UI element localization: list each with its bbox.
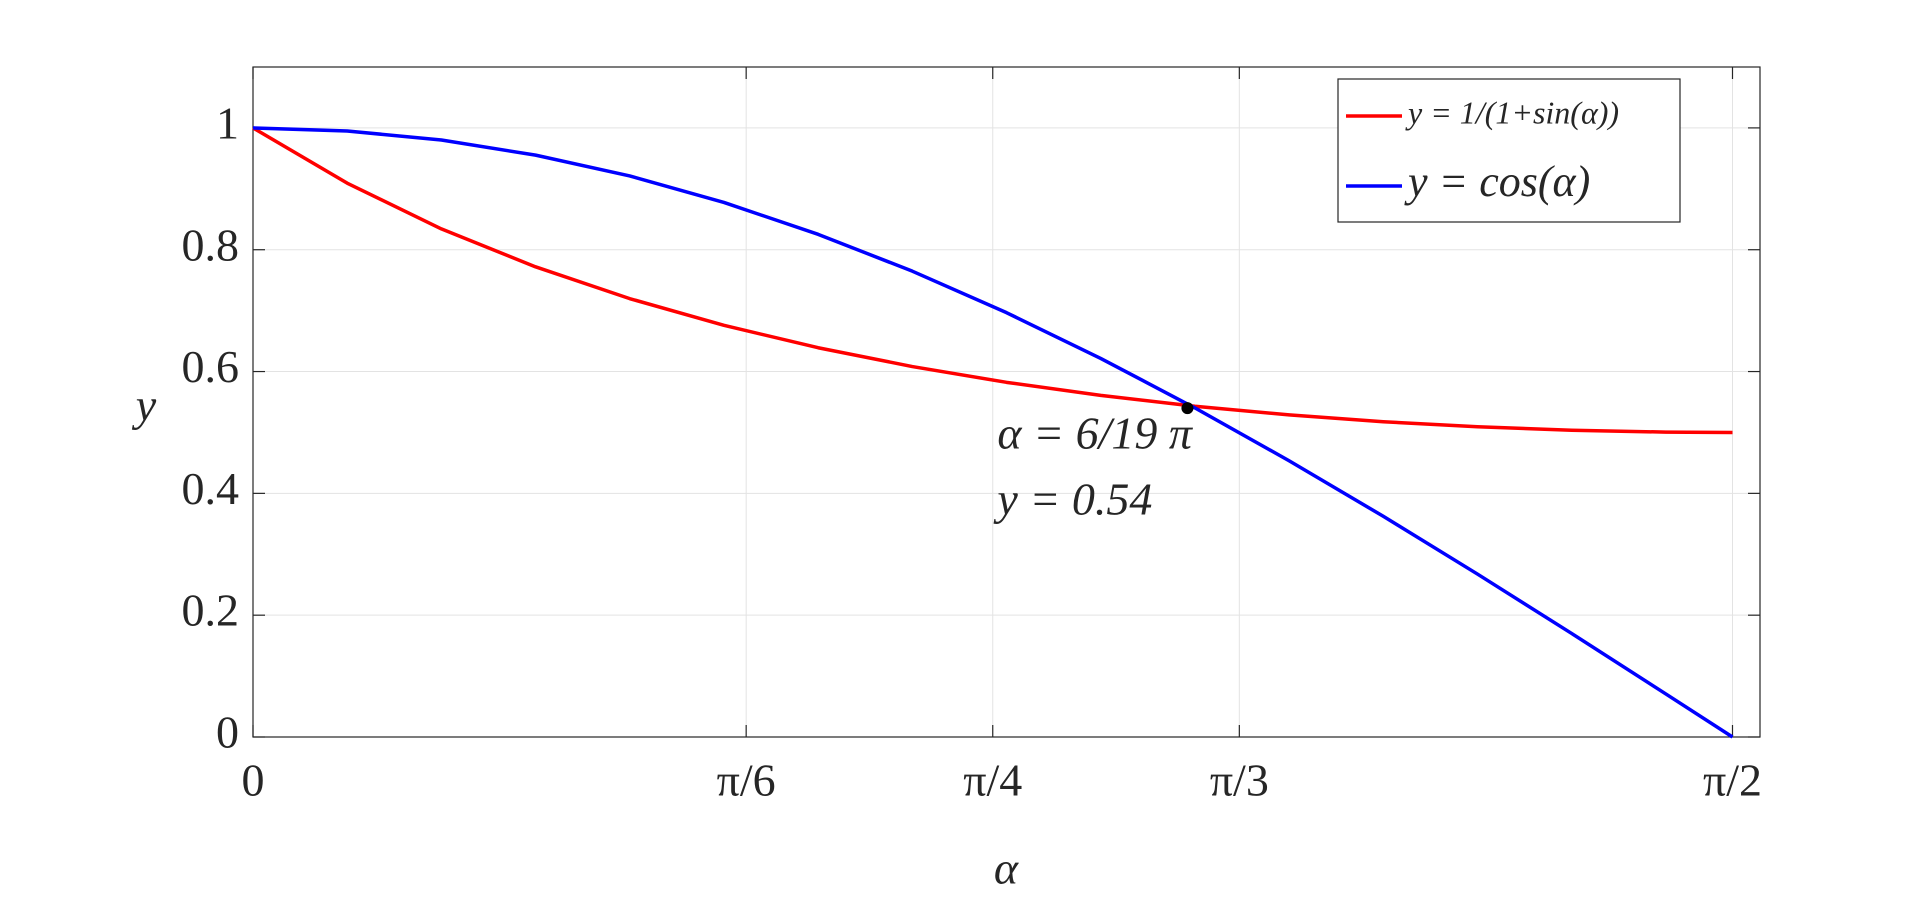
y-tick-label: 0.4	[182, 463, 240, 514]
annotation: α = 6/19 π	[997, 408, 1193, 459]
legend-box	[1337, 78, 1681, 223]
legend: y = 1/(1+sin(α)) y = cos(α)	[1337, 78, 1681, 223]
y-tick-label: 0	[216, 707, 239, 758]
x-tick-label: π/6	[717, 755, 776, 806]
y-tick-label: 0.6	[182, 341, 240, 392]
annotation: y = 0.54	[993, 474, 1152, 525]
series-line	[252, 126, 1733, 435]
legend-label: y = 1/(1+sin(α))	[1405, 94, 1619, 130]
x-tick-label: π/4	[963, 755, 1022, 806]
series-line	[252, 126, 1734, 739]
y-tick-label: 0.8	[182, 219, 240, 270]
x-tick-label: π/2	[1703, 755, 1762, 806]
y-tick-label: 1	[216, 97, 239, 148]
x-tick-label: π/3	[1210, 755, 1269, 806]
y-tick-label: 0.2	[182, 585, 240, 636]
x-axis-label: α	[994, 843, 1019, 894]
x-tick-label: 0	[242, 755, 265, 806]
intersection-point	[1181, 402, 1194, 415]
plot-frame	[252, 66, 1761, 738]
y-axis-label: y	[132, 380, 157, 431]
legend-label: y = cos(α)	[1404, 157, 1590, 206]
